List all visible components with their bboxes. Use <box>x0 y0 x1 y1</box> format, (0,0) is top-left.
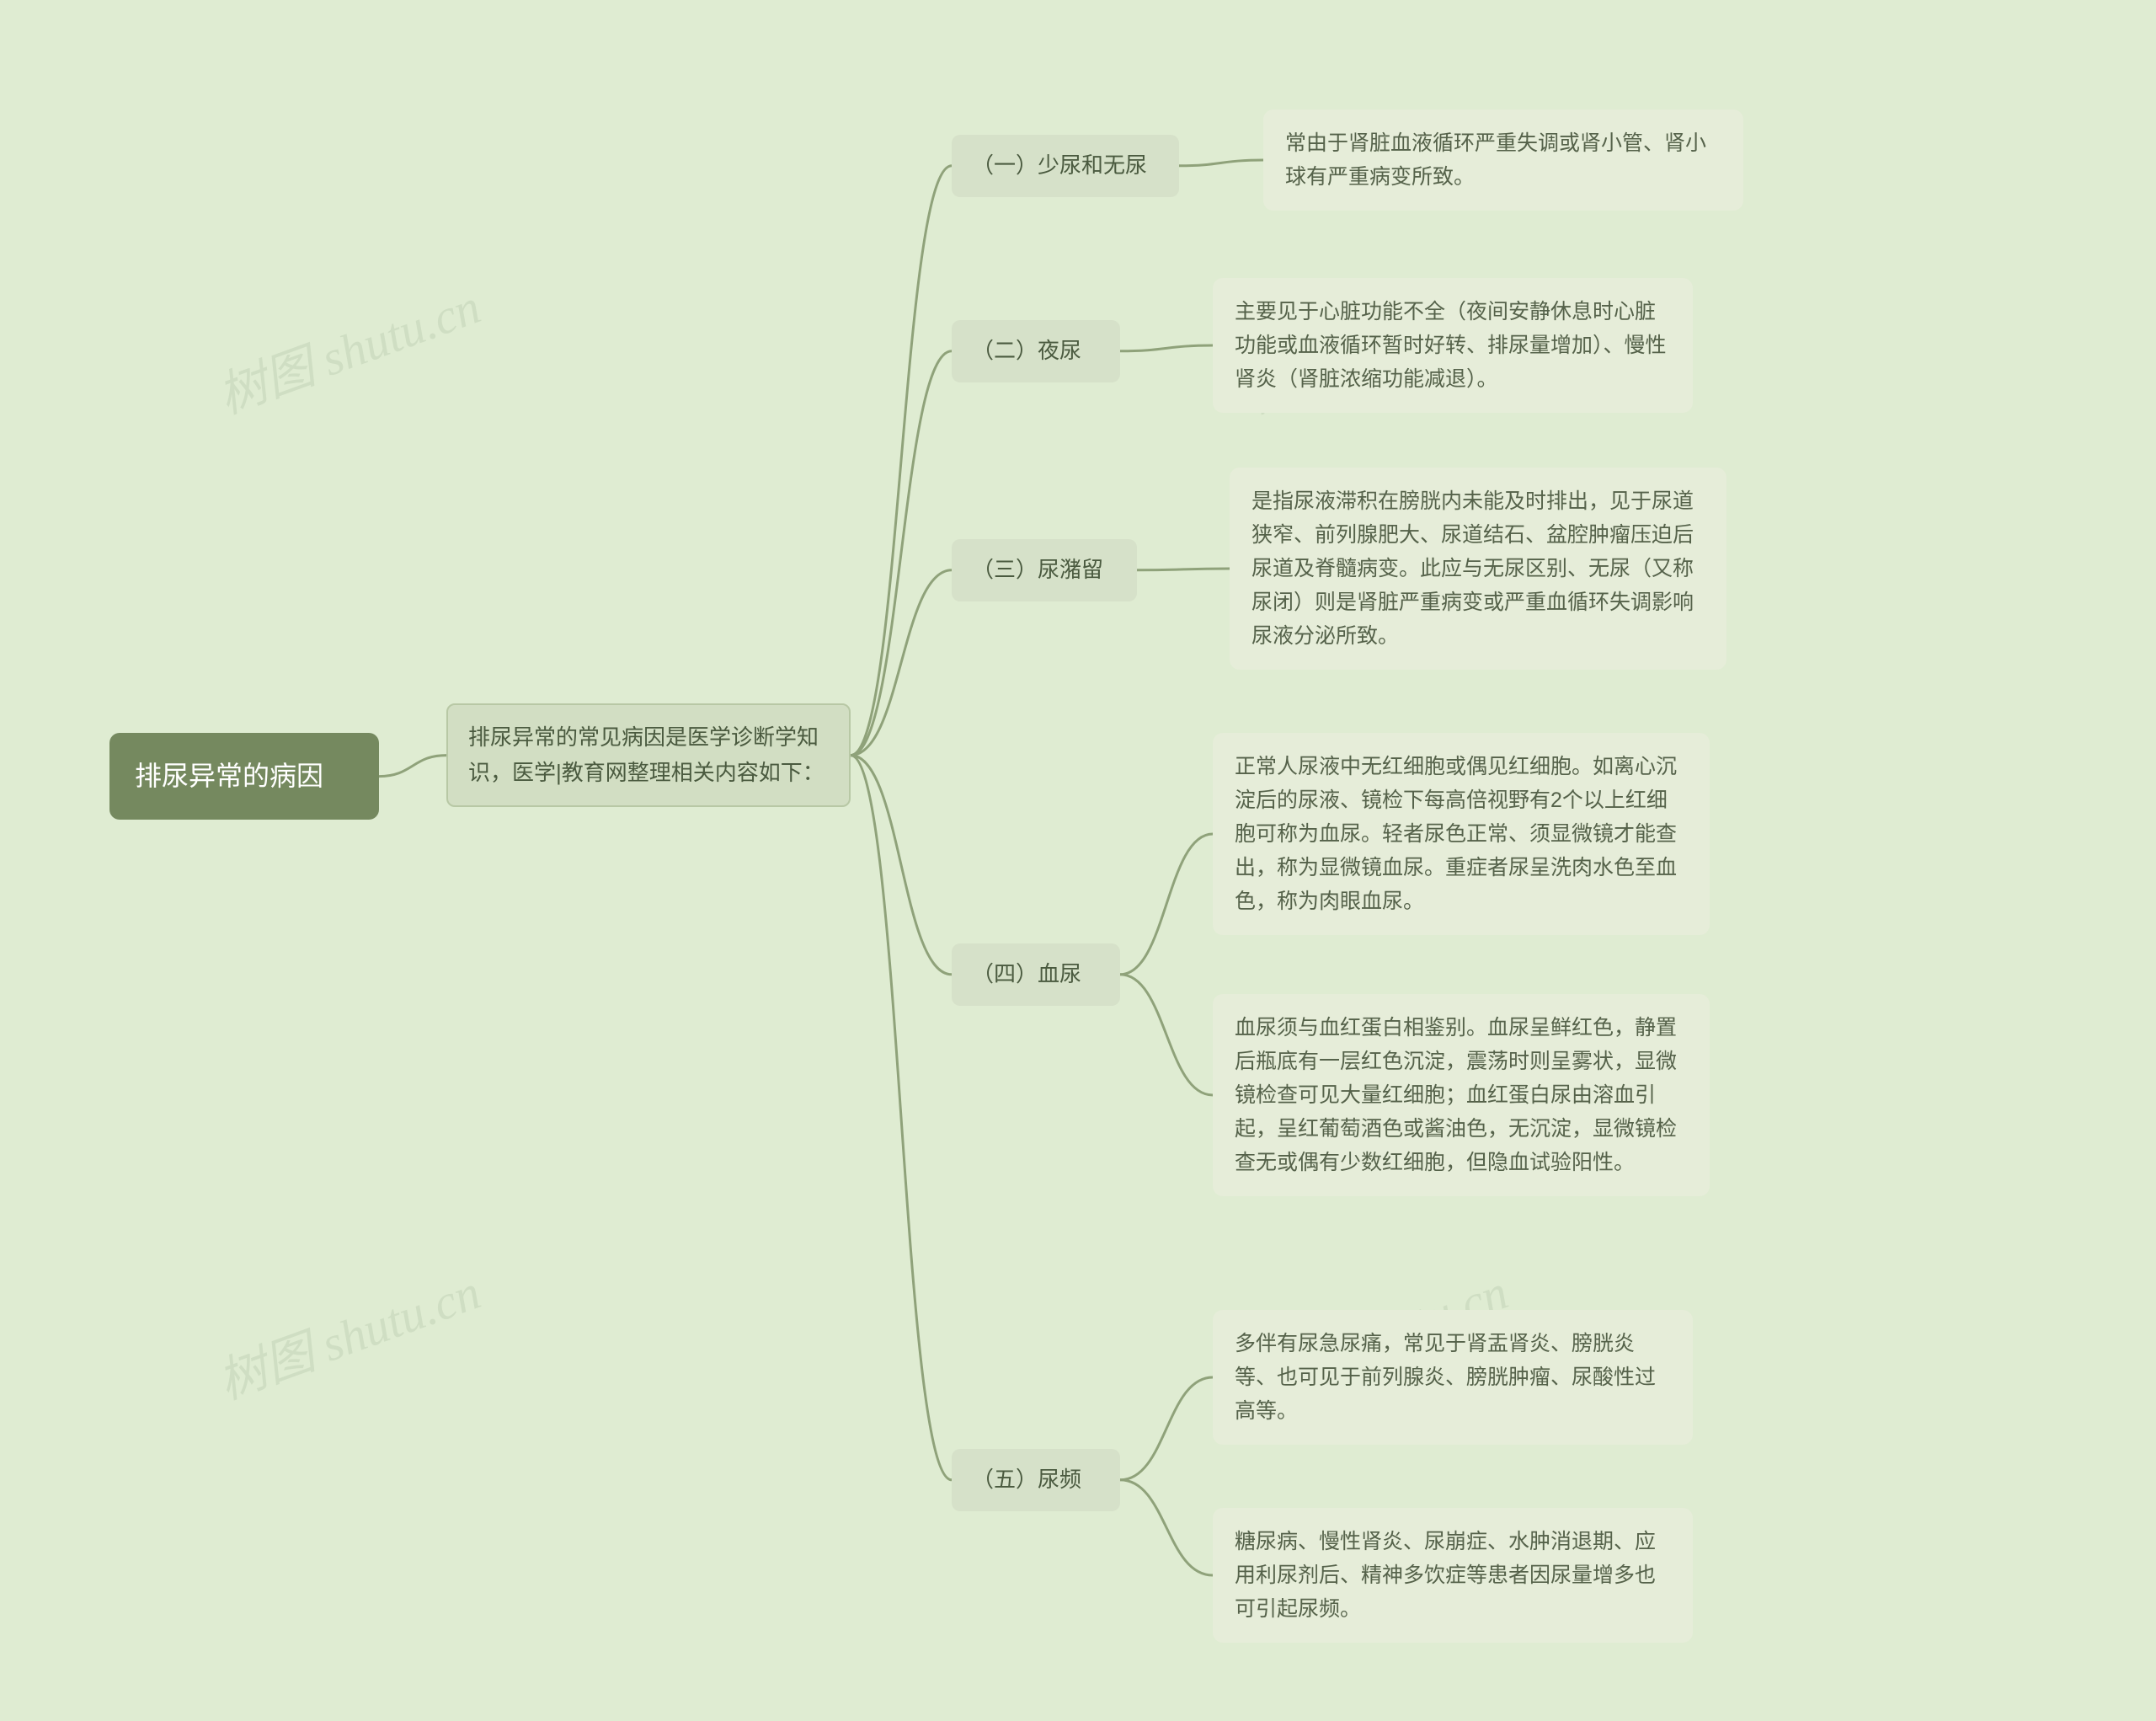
branch-2-label: （二）夜尿 <box>972 338 1081 363</box>
connector <box>851 756 952 1480</box>
branch-1-node[interactable]: （一）少尿和无尿 <box>952 135 1179 197</box>
connector <box>1137 569 1230 570</box>
branch-5-leaf-b[interactable]: 糖尿病、慢性肾炎、尿崩症、水肿消退期、应用利尿剂后、精神多饮症等患者因尿量增多也… <box>1213 1508 1693 1643</box>
branch-2-leaf-a-label: 主要见于心脏功能不全（夜间安静休息时心脏功能或血液循环暂时好转、排尿量增加）、慢… <box>1235 300 1667 391</box>
connector <box>1120 834 1213 975</box>
branch-3-leaf-a-label: 是指尿液滞积在膀胱内未能及时排出，见于尿道狭窄、前列腺肥大、尿道结石、盆腔肿瘤压… <box>1251 489 1694 648</box>
connector <box>851 756 952 975</box>
branch-5-node[interactable]: （五）尿频 <box>952 1449 1120 1511</box>
branch-2-leaf-a[interactable]: 主要见于心脏功能不全（夜间安静休息时心脏功能或血液循环暂时好转、排尿量增加）、慢… <box>1213 278 1693 413</box>
connector <box>379 756 446 777</box>
mindmap-canvas: 树图 shutu.cn 树图 shutu.cn 树图 shutu.cn 树图 s… <box>0 0 2156 1721</box>
watermark: 树图 shutu.cn <box>206 1253 488 1413</box>
branch-1-label: （一）少尿和无尿 <box>972 152 1147 178</box>
branch-4-node[interactable]: （四）血尿 <box>952 943 1120 1006</box>
branch-4-leaf-a[interactable]: 正常人尿液中无红细胞或偶见红细胞。如离心沉淀后的尿液、镜检下每高倍视野有2个以上… <box>1213 733 1710 935</box>
branch-1-leaf-a[interactable]: 常由于肾脏血液循环严重失调或肾小管、肾小球有严重病变所致。 <box>1263 110 1743 211</box>
connector <box>1179 160 1263 166</box>
connector <box>1120 1377 1213 1480</box>
connector <box>851 570 952 756</box>
branch-4-leaf-b[interactable]: 血尿须与血红蛋白相鉴别。血尿呈鲜红色，静置后瓶底有一层红色沉淀，震荡时则呈雾状，… <box>1213 994 1710 1196</box>
branch-4-leaf-a-label: 正常人尿液中无红细胞或偶见红细胞。如离心沉淀后的尿液、镜检下每高倍视野有2个以上… <box>1235 755 1677 913</box>
root-node[interactable]: 排尿异常的病因 <box>109 733 379 820</box>
branch-4-label: （四）血尿 <box>972 961 1081 986</box>
branch-4-leaf-b-label: 血尿须与血红蛋白相鉴别。血尿呈鲜红色，静置后瓶底有一层红色沉淀，震荡时则呈雾状，… <box>1235 1016 1677 1174</box>
branch-5-label: （五）尿频 <box>972 1467 1081 1492</box>
connector <box>1120 975 1213 1095</box>
branch-5-leaf-a-label: 多伴有尿急尿痛，常见于肾盂肾炎、膀胱炎等、也可见于前列腺炎、膀胱肿瘤、尿酸性过高… <box>1235 1332 1656 1423</box>
branch-2-node[interactable]: （二）夜尿 <box>952 320 1120 382</box>
intro-label: 排尿异常的常见病因是医学诊断学知识，医学|教育网整理相关内容如下： <box>468 724 825 785</box>
branch-3-leaf-a[interactable]: 是指尿液滞积在膀胱内未能及时排出，见于尿道狭窄、前列腺肥大、尿道结石、盆腔肿瘤压… <box>1230 468 1726 670</box>
connector <box>1120 345 1213 351</box>
connector <box>1120 1480 1213 1575</box>
branch-5-leaf-a[interactable]: 多伴有尿急尿痛，常见于肾盂肾炎、膀胱炎等、也可见于前列腺炎、膀胱肿瘤、尿酸性过高… <box>1213 1310 1693 1445</box>
branch-3-node[interactable]: （三）尿潴留 <box>952 539 1137 601</box>
watermark: 树图 shutu.cn <box>206 267 488 427</box>
branch-5-leaf-b-label: 糖尿病、慢性肾炎、尿崩症、水肿消退期、应用利尿剂后、精神多饮症等患者因尿量增多也… <box>1235 1530 1656 1621</box>
branch-1-leaf-a-label: 常由于肾脏血液循环严重失调或肾小管、肾小球有严重病变所致。 <box>1285 131 1706 189</box>
connector <box>851 166 952 756</box>
intro-node[interactable]: 排尿异常的常见病因是医学诊断学知识，医学|教育网整理相关内容如下： <box>446 703 851 807</box>
branch-3-label: （三）尿潴留 <box>972 557 1103 582</box>
connector <box>851 351 952 756</box>
root-label: 排尿异常的病因 <box>135 761 323 791</box>
